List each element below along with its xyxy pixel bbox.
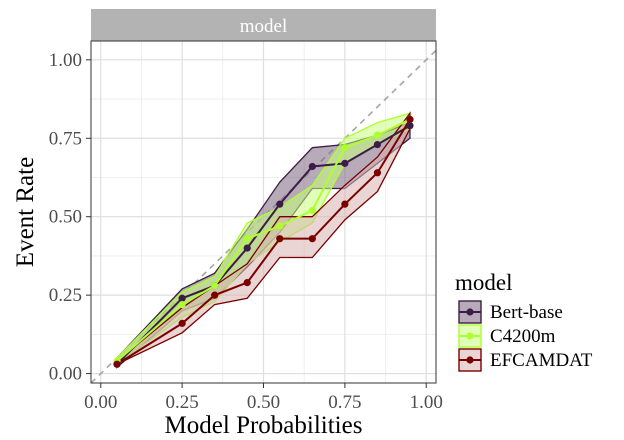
legend-label-c4200m: C4200m — [490, 326, 556, 347]
point-efcamdat — [341, 200, 349, 208]
point-c4200m — [308, 206, 316, 215]
point-efcamdat — [406, 115, 414, 124]
point-c4200m — [373, 131, 382, 139]
point-bert-base — [276, 200, 284, 208]
x-axis-title: Model Probabilities — [165, 412, 363, 439]
x-axis: 0.00 0.25 0.50 0.75 1.00 — [84, 383, 443, 413]
point-bert-base — [341, 159, 349, 167]
legend: model Bert-base C4200m EFCAMDAT — [455, 270, 593, 372]
y-tick-label: 1.00 — [49, 50, 82, 71]
y-tick-label: 0.50 — [49, 207, 82, 228]
legend-label-bert-base: Bert-base — [490, 302, 563, 323]
x-tick-label: 0.25 — [166, 392, 199, 413]
legend-label-efcamdat: EFCAMDAT — [490, 350, 593, 371]
point-bert-base — [243, 244, 251, 252]
x-tick-label: 0.00 — [84, 392, 117, 413]
facet-strip — [91, 9, 436, 41]
point-efcamdat — [373, 169, 382, 177]
legend-key-point — [466, 356, 474, 364]
point-efcamdat — [113, 360, 121, 368]
x-tick-label: 0.75 — [328, 392, 361, 413]
point-efcamdat — [308, 235, 316, 243]
y-tick-label: 0.00 — [49, 364, 82, 385]
legend-key-point — [466, 332, 474, 340]
x-tick-label: 1.00 — [410, 392, 443, 413]
y-tick-label: 0.75 — [49, 128, 82, 149]
point-c4200m — [178, 300, 186, 309]
x-tick-label: 0.50 — [247, 392, 280, 413]
legend-key-point — [466, 308, 474, 316]
facet-strip-label: model — [240, 16, 288, 37]
point-efcamdat — [276, 235, 284, 243]
point-c4200m — [276, 222, 284, 230]
point-bert-base — [406, 122, 414, 130]
point-bert-base — [178, 294, 186, 302]
point-bert-base — [308, 162, 316, 171]
y-axis: 0.00 0.25 0.50 0.75 1.00 — [49, 50, 91, 385]
point-c4200m — [211, 282, 219, 290]
point-c4200m — [341, 144, 349, 152]
point-c4200m — [243, 235, 251, 243]
legend-title: model — [455, 270, 513, 295]
y-tick-label: 0.25 — [49, 285, 82, 306]
point-bert-base — [373, 140, 382, 149]
point-efcamdat — [178, 319, 186, 327]
point-efcamdat — [243, 278, 251, 287]
point-efcamdat — [211, 291, 219, 299]
legend-items: Bert-base C4200m EFCAMDAT — [458, 300, 593, 372]
plot-panel — [90, 40, 437, 384]
y-axis-title: Event Rate — [12, 157, 39, 267]
series-points — [113, 115, 414, 368]
